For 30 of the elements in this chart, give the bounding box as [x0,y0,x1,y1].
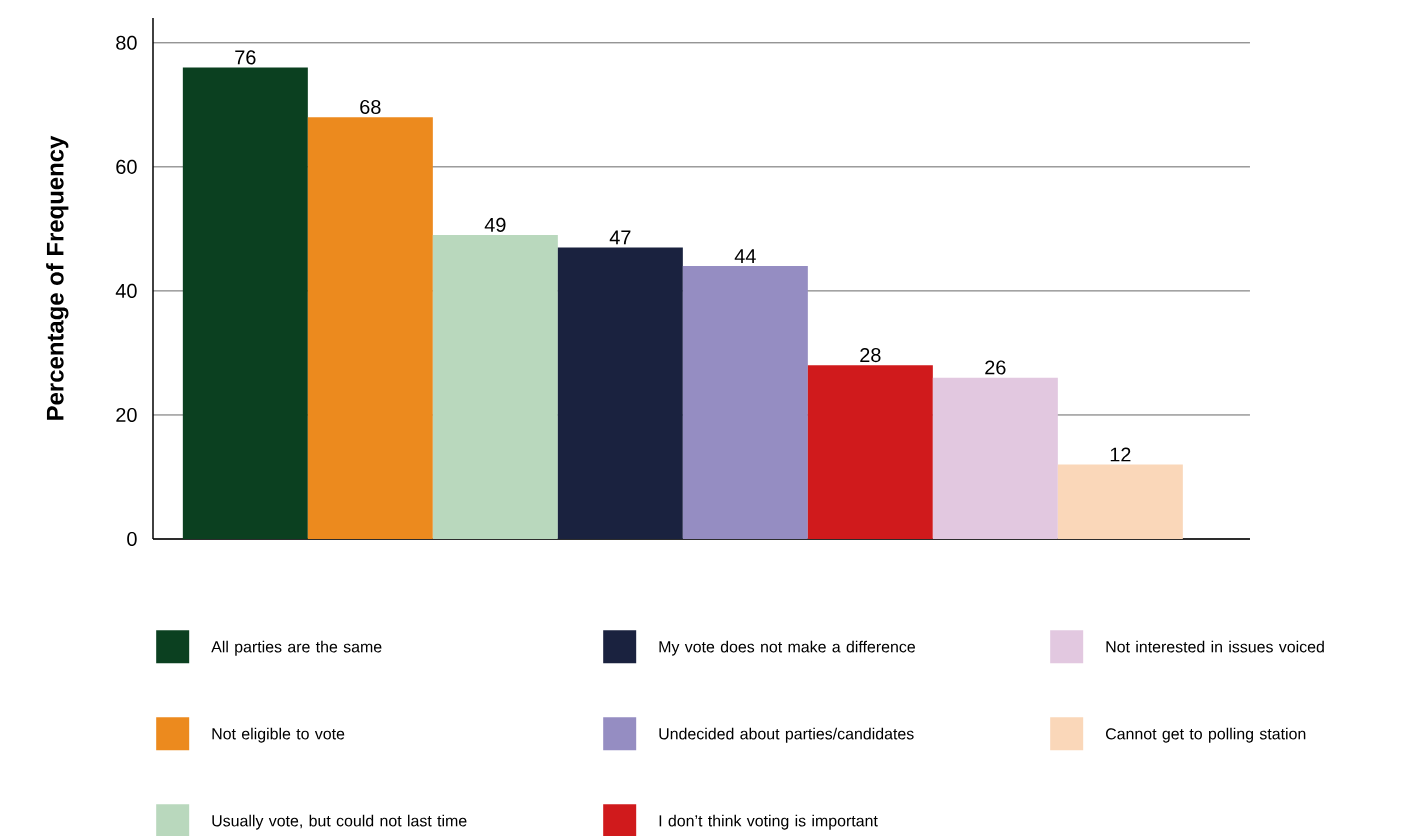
data-label: 12 [1110,447,1131,462]
bar [932,377,1058,539]
legend-label: All parties are the same [211,640,382,656]
bar [432,235,558,539]
legend-label: Not interested in issues voiced [1106,640,1324,653]
data-label: 26 [985,360,1006,375]
y-axis-title: Percentage of Frequency [46,135,69,420]
legend-label: I don’t think voting is important [659,814,878,830]
bar [1057,464,1183,539]
y-tick-label: 0 [127,531,137,547]
bar [557,247,683,539]
y-tick-label: 80 [116,35,137,50]
legend-label: Usually vote, but could not last time [212,814,467,830]
legend-label: Undecided about parties/candidates [659,727,914,743]
data-label: 47 [609,230,631,245]
bar [682,266,808,539]
data-label: 49 [484,217,506,232]
legend-label: My vote does not make a difference [659,640,915,656]
data-label: 76 [235,50,256,65]
data-label: 68 [360,99,381,115]
data-label: 28 [860,348,881,363]
bar [807,365,933,539]
data-label: 44 [734,249,756,263]
y-tick-label: 60 [116,159,137,174]
legend-label: Cannot get to polling station [1106,727,1306,743]
bar [307,117,433,539]
legend-label: Not eligible to vote [212,727,345,743]
y-tick-label: 40 [115,283,137,298]
y-tick-label: 20 [116,407,137,422]
bar [182,67,308,539]
